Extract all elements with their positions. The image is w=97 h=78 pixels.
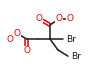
Text: O: O [67,14,74,23]
Text: Br: Br [71,52,81,61]
Text: O: O [7,34,14,44]
Text: O: O [56,14,63,23]
Text: O: O [14,29,21,38]
Text: O: O [36,14,43,23]
Text: O: O [23,46,30,55]
Text: Br: Br [66,34,76,44]
